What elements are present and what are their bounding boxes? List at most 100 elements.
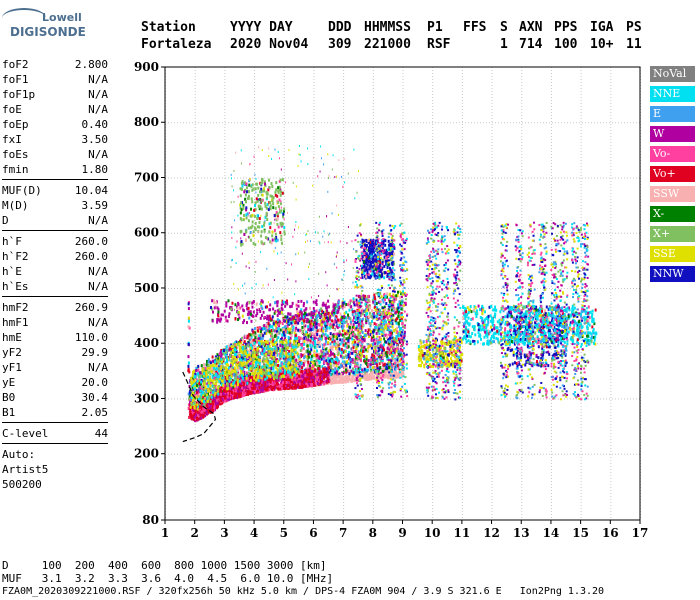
grid-dot [491, 160, 493, 161]
grid-dot [550, 451, 552, 452]
grid-dot [491, 130, 493, 131]
grid-dot [342, 177, 343, 179]
grid-dot [414, 343, 415, 345]
grid-dot [555, 232, 556, 234]
grid-dot [333, 287, 334, 289]
grid-dot [491, 517, 493, 518]
grid-dot [313, 517, 315, 518]
grid-dot [521, 187, 523, 188]
grid-dot [521, 223, 523, 224]
grid-dot [324, 177, 325, 179]
grid-dot [283, 250, 285, 251]
param-row-g1-0: foF2 2.800 [2, 58, 108, 72]
grid-dot [283, 397, 285, 398]
grid-dot [558, 453, 559, 455]
grid-dot [343, 235, 345, 236]
grid-dot [194, 76, 196, 77]
grid-dot [491, 82, 493, 83]
grid-dot [521, 265, 523, 266]
grid-dot [372, 400, 374, 401]
grid-dot [414, 177, 415, 179]
header-value-1: 2020 Nov04 [230, 37, 309, 52]
grid-dot [402, 184, 404, 185]
grid-dot [276, 287, 277, 289]
grid-dot [534, 232, 535, 234]
grid-dot [254, 199, 256, 200]
grid-dot [369, 177, 370, 179]
grid-dot [491, 73, 493, 74]
grid-dot [283, 469, 285, 470]
grid-dot [402, 466, 404, 467]
grid-dot [521, 514, 523, 515]
grid-dot [501, 122, 502, 124]
grid-dot [615, 398, 616, 400]
grid-dot [194, 490, 196, 491]
grid-dot [273, 287, 274, 289]
grid-dot [621, 122, 622, 124]
grid-dot [636, 398, 637, 400]
grid-dot [432, 487, 434, 488]
grid-dot [264, 232, 265, 234]
grid-dot [453, 177, 454, 179]
grid-dot [254, 127, 256, 128]
grid-dot [610, 508, 612, 509]
grid-dot [224, 196, 226, 197]
grid-dot [615, 287, 616, 289]
grid-dot [432, 115, 434, 116]
grid-dot [609, 232, 610, 234]
grid-dot [521, 418, 523, 419]
grid-dot [491, 316, 493, 317]
grid-dot [288, 453, 289, 455]
grid-dot [207, 122, 208, 124]
grid-dot [491, 124, 493, 125]
grid-dot [246, 177, 247, 179]
grid-dot [543, 398, 544, 400]
param-value: N/A [88, 265, 108, 278]
grid-dot [600, 122, 601, 124]
grid-dot [339, 177, 340, 179]
grid-dot [194, 499, 196, 500]
grid-dot [491, 367, 493, 368]
grid-dot [372, 172, 374, 173]
grid-dot [267, 453, 268, 455]
grid-dot [372, 442, 374, 443]
grid-dot [402, 223, 404, 224]
grid-dot [543, 122, 544, 124]
grid-dot [432, 337, 434, 338]
grid-dot [254, 112, 256, 113]
grid-dot [461, 82, 463, 83]
grid-dot [461, 391, 463, 392]
grid-dot [414, 453, 415, 455]
grid-dot [243, 398, 244, 400]
grid-dot [348, 453, 349, 455]
grid-dot [313, 274, 315, 275]
grid-dot [283, 424, 285, 425]
grid-dot [343, 145, 345, 146]
grid-dot [573, 122, 574, 124]
grid-dot [597, 177, 598, 179]
grid-dot [491, 145, 493, 146]
grid-dot [570, 122, 571, 124]
grid-dot [213, 232, 214, 234]
grid-dot [402, 79, 404, 80]
grid-dot [570, 287, 571, 289]
grid-dot [521, 229, 523, 230]
grid-dot [402, 505, 404, 506]
param-value: N/A [88, 280, 108, 293]
grid-dot [461, 172, 463, 173]
grid-dot [521, 112, 523, 113]
grid-dot [372, 154, 374, 155]
grid-dot [313, 76, 315, 77]
grid-dot [610, 163, 612, 164]
grid-dot [372, 85, 374, 86]
grid-dot [461, 184, 463, 185]
grid-dot [194, 175, 196, 176]
echo-point [383, 330, 386, 334]
grid-dot [450, 232, 451, 234]
grid-dot [283, 175, 285, 176]
grid-dot [573, 398, 574, 400]
grid-dot [550, 70, 552, 71]
grid-dot [402, 205, 404, 206]
grid-dot [228, 122, 229, 124]
grid-dot [313, 97, 315, 98]
